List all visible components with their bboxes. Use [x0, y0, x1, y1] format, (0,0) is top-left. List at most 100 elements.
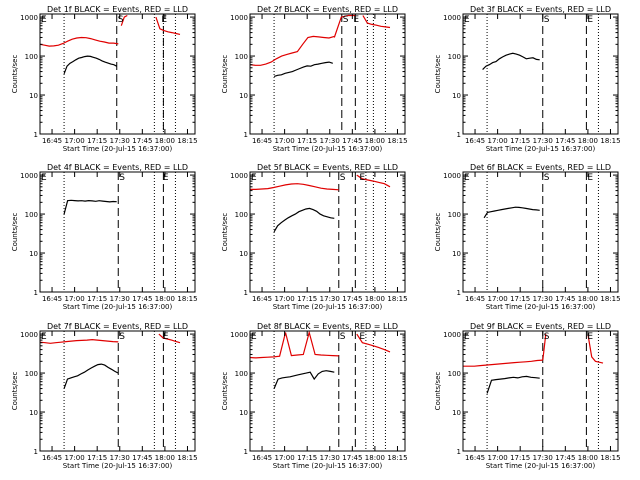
plot-frame [39, 171, 196, 293]
plot-frame [462, 13, 619, 135]
x-tick-label: 18:00 [578, 295, 598, 303]
y-tick-label: 100 [25, 370, 38, 378]
x-tick-label: 16:45 [42, 454, 62, 462]
y-tick-label: 1 [244, 448, 248, 456]
x-axis-label: Start Time (20-Jul-15 16:37:00) [486, 145, 596, 153]
lld-series [587, 334, 604, 364]
marker-s: S [544, 332, 550, 342]
x-tick-label: 17:15 [87, 137, 107, 145]
lld-series [542, 334, 547, 361]
x-tick-label: 17:00 [488, 454, 508, 462]
lld-series [250, 331, 339, 359]
x-axis-label: Start Time (20-Jul-15 16:37:00) [486, 462, 596, 470]
events-series [482, 52, 540, 71]
x-tick-label: 17:00 [275, 137, 295, 145]
y-tick-label: 1 [34, 289, 38, 297]
y-tick-label: 10 [239, 409, 248, 417]
x-tick-label: 17:00 [65, 454, 85, 462]
panel-det-1: Det 1f BLACK = Events, RED = LLD 1 10 100 10… [11, 5, 198, 153]
x-tick-label: 17:30 [110, 137, 130, 145]
y-tick-label: 1000 [443, 14, 461, 22]
corner-marker: E [464, 15, 470, 25]
marker-e: E [587, 173, 593, 183]
x-tick-label: 18:15 [177, 454, 197, 462]
x-tick-label: 17:45 [342, 454, 362, 462]
panel-title: Det 5f BLACK = Events, RED = LLD [257, 163, 398, 172]
x-tick-label: 16:45 [42, 137, 62, 145]
y-axis-label: Counts/sec [221, 55, 229, 94]
x-tick-label: 17:30 [320, 295, 340, 303]
x-tick-label: 17:15 [87, 295, 107, 303]
y-tick-label: 10 [239, 250, 248, 258]
panel-title: Det 1f BLACK = Events, RED = LLD [47, 5, 188, 14]
panel-det-9: Det 9f BLACK = Events, RED = LLD 1 10 100 10… [434, 322, 621, 470]
lld-series [120, 14, 128, 26]
y-axis-label: Counts/sec [434, 372, 442, 411]
y-tick-label: 1 [34, 448, 38, 456]
x-tick-label: 17:15 [510, 295, 530, 303]
events-series [63, 55, 117, 75]
events-series [483, 206, 540, 219]
y-tick-label: 1000 [230, 172, 248, 180]
x-axis-label: Start Time (20-Jul-15 16:37:00) [63, 462, 173, 470]
x-tick-label: 18:15 [600, 295, 620, 303]
corner-marker: E [41, 15, 47, 25]
panel-title: Det 2f BLACK = Events, RED = LLD [257, 5, 398, 14]
y-tick-label: 1000 [20, 331, 38, 339]
lld-series [362, 15, 391, 29]
y-tick-label: 1000 [20, 172, 38, 180]
events-series [63, 199, 117, 215]
corner-marker: E [41, 332, 47, 342]
panel-title: Det 3f BLACK = Events, RED = LLD [470, 5, 611, 14]
x-tick-label: 17:45 [555, 454, 575, 462]
x-tick-label: 18:00 [365, 295, 385, 303]
events-series [273, 370, 335, 389]
y-tick-label: 10 [29, 92, 38, 100]
x-tick-label: 18:15 [387, 137, 407, 145]
panel-title: Det 9f BLACK = Events, RED = LLD [470, 322, 611, 331]
x-tick-label: 18:00 [365, 454, 385, 462]
x-tick-label: 18:00 [578, 137, 598, 145]
x-tick-label: 17:00 [488, 295, 508, 303]
x-tick-label: 17:30 [110, 295, 130, 303]
x-tick-label: 17:45 [342, 295, 362, 303]
panel-title: Det 8f BLACK = Events, RED = LLD [257, 322, 398, 331]
corner-marker: E [251, 173, 257, 183]
y-tick-label: 1000 [443, 331, 461, 339]
panel-det-6: Det 6f BLACK = Events, RED = LLD 1 10 100 10… [434, 163, 621, 311]
events-series [486, 375, 540, 394]
marker-e: E [163, 332, 169, 342]
y-tick-label: 10 [29, 250, 38, 258]
y-tick-label: 10 [452, 250, 461, 258]
x-tick-label: 16:45 [252, 295, 272, 303]
marker-s: S [340, 173, 346, 183]
lld-series [40, 338, 119, 344]
y-tick-label: 10 [29, 409, 38, 417]
plot-frame [249, 13, 406, 135]
y-tick-label: 10 [452, 409, 461, 417]
y-tick-label: 1 [244, 131, 248, 139]
y-axis-label: Counts/sec [11, 55, 19, 94]
x-tick-label: 16:45 [252, 137, 272, 145]
x-tick-label: 17:00 [65, 137, 85, 145]
marker-s: S [118, 15, 124, 25]
x-tick-label: 17:30 [533, 295, 553, 303]
x-tick-label: 18:00 [155, 295, 175, 303]
y-axis-label: Counts/sec [11, 213, 19, 252]
x-tick-label: 17:45 [132, 454, 152, 462]
x-tick-label: 18:15 [387, 295, 407, 303]
marker-e: E [587, 15, 593, 25]
x-tick-label: 17:30 [320, 454, 340, 462]
x-tick-label: 17:00 [275, 295, 295, 303]
panel-det-3: Det 3f BLACK = Events, RED = LLD 1 10 100 10… [434, 5, 621, 153]
x-tick-label: 18:00 [578, 454, 598, 462]
x-axis-label: Start Time (20-Jul-15 16:37:00) [273, 145, 383, 153]
panel-title: Det 4f BLACK = Events, RED = LLD [47, 163, 188, 172]
y-tick-label: 10 [452, 92, 461, 100]
plot-frame [39, 330, 196, 452]
lld-series [158, 333, 181, 344]
y-axis-label: Counts/sec [434, 55, 442, 94]
lld-series [356, 333, 391, 353]
x-tick-label: 17:15 [510, 454, 530, 462]
x-tick-label: 18:15 [600, 137, 620, 145]
